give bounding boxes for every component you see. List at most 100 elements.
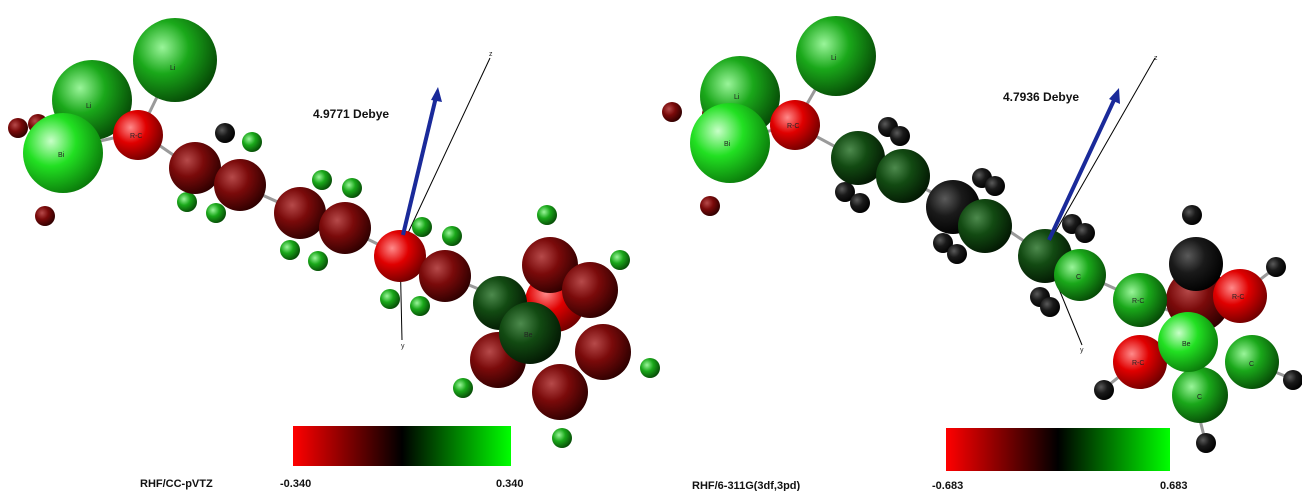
right-hydrogen — [850, 193, 870, 213]
right-z-axis — [1044, 57, 1156, 251]
right-hydrogen — [662, 102, 682, 122]
left-hydrogen — [552, 428, 572, 448]
left-z-label: z — [489, 51, 493, 58]
left-hydrogen — [308, 251, 328, 271]
left-scale-min: -0.340 — [280, 478, 311, 490]
left-hydrogen — [177, 192, 197, 212]
right-hydrogen — [933, 233, 953, 253]
right-hydrogen — [1075, 223, 1095, 243]
right-atom-label: Be — [1182, 341, 1191, 348]
right-z-label: z — [1154, 55, 1158, 62]
right-dipole-label: 4.7936 Debye — [1003, 90, 1079, 104]
left-hydrogen — [442, 226, 462, 246]
left-hydrogen — [280, 240, 300, 260]
right-atom-label: R-C — [1132, 360, 1144, 367]
left-scale-max: 0.340 — [496, 478, 524, 490]
right-hydrogen — [1040, 297, 1060, 317]
right-panel: z y — [662, 16, 1302, 491]
left-atom-c — [419, 250, 471, 302]
right-hydrogen — [985, 176, 1005, 196]
left-hydrogen — [35, 206, 55, 226]
right-atom-c — [1225, 335, 1279, 389]
right-dipole-arrowhead — [1109, 88, 1120, 104]
right-atom-be — [1158, 312, 1218, 372]
left-atom-label: Li — [170, 65, 176, 72]
right-atom-label: R-C — [1132, 298, 1144, 305]
left-atom-rc — [113, 110, 163, 160]
right-atom-c — [958, 199, 1012, 253]
right-hydrogen — [1266, 257, 1286, 277]
right-hydrogen — [1196, 433, 1216, 453]
left-hydrogen — [312, 170, 332, 190]
right-hydrogen — [1094, 380, 1114, 400]
left-hydrogen — [206, 203, 226, 223]
left-atom-label: Bi — [58, 152, 65, 159]
right-atom-rc — [1213, 269, 1267, 323]
right-atom-rc — [770, 100, 820, 150]
left-atom-c — [214, 159, 266, 211]
left-atom-ring — [562, 262, 618, 318]
right-hydrogen — [1182, 205, 1202, 225]
left-hydrogen — [242, 132, 262, 152]
right-atom-rc — [1113, 335, 1167, 389]
right-atom-bi — [690, 103, 770, 183]
left-atom-ring — [575, 324, 631, 380]
left-hydrogen — [342, 178, 362, 198]
left-atom-ring — [532, 364, 588, 420]
left-hydrogen — [410, 296, 430, 316]
right-atom-c — [831, 131, 885, 185]
left-dipole-arrowhead — [431, 87, 442, 102]
right-atom-c — [1054, 249, 1106, 301]
left-atom-bi — [23, 113, 103, 193]
left-panel: z y — [8, 18, 660, 490]
left-z-axis — [399, 57, 491, 251]
left-atom-be — [499, 302, 561, 364]
left-hydrogen — [453, 378, 473, 398]
right-atom-label: C — [1076, 274, 1081, 281]
right-atom-c — [876, 149, 930, 203]
left-atom-c — [169, 142, 221, 194]
right-hydrogen — [700, 196, 720, 216]
right-atom-label: Li — [734, 94, 740, 101]
right-atom-rc — [1113, 273, 1167, 327]
left-hydrogen — [380, 289, 400, 309]
left-atom-label: Li — [86, 103, 92, 110]
left-hydrogen — [412, 217, 432, 237]
left-dipole-arrow — [401, 96, 438, 236]
right-dipole-arrow — [1047, 97, 1117, 241]
right-atom-label: Li — [831, 55, 837, 62]
right-atom-li-2 — [796, 16, 876, 96]
right-atom-label: C — [1197, 394, 1202, 401]
left-hydrogen — [640, 358, 660, 378]
left-hydrogen — [610, 250, 630, 270]
right-atom-label: R-C — [787, 123, 799, 130]
left-method-label: RHF/CC-pVTZ — [140, 478, 213, 490]
left-color-scale — [293, 426, 511, 466]
right-atom-c — [1172, 367, 1228, 423]
left-hydrogen — [8, 118, 28, 138]
right-atom-label: R-C — [1232, 294, 1244, 301]
left-atom-c — [319, 202, 371, 254]
right-hydrogen — [947, 244, 967, 264]
left-atom-li-2 — [133, 18, 217, 102]
left-atom-ring — [522, 237, 578, 293]
left-hydrogen — [537, 205, 557, 225]
right-atom-ring — [1169, 237, 1223, 291]
right-hydrogen — [835, 182, 855, 202]
left-atom-c — [274, 187, 326, 239]
right-color-scale — [946, 428, 1170, 471]
right-scale-max: 0.683 — [1160, 480, 1188, 491]
right-hydrogen — [890, 126, 910, 146]
right-atom-label: C — [1249, 361, 1254, 368]
left-atom-label: R-C — [130, 133, 142, 140]
left-y-label: y — [401, 343, 405, 350]
right-method-label: RHF/6-311G(3df,3pd) — [692, 480, 801, 491]
left-dipole-label: 4.9771 Debye — [313, 107, 389, 121]
left-atom-label: Be — [524, 332, 533, 339]
right-y-label: y — [1080, 347, 1084, 354]
right-scale-min: -0.683 — [932, 480, 963, 491]
left-atom-c — [374, 230, 426, 282]
left-hydrogen — [215, 123, 235, 143]
right-atom-label: Bi — [724, 141, 731, 148]
